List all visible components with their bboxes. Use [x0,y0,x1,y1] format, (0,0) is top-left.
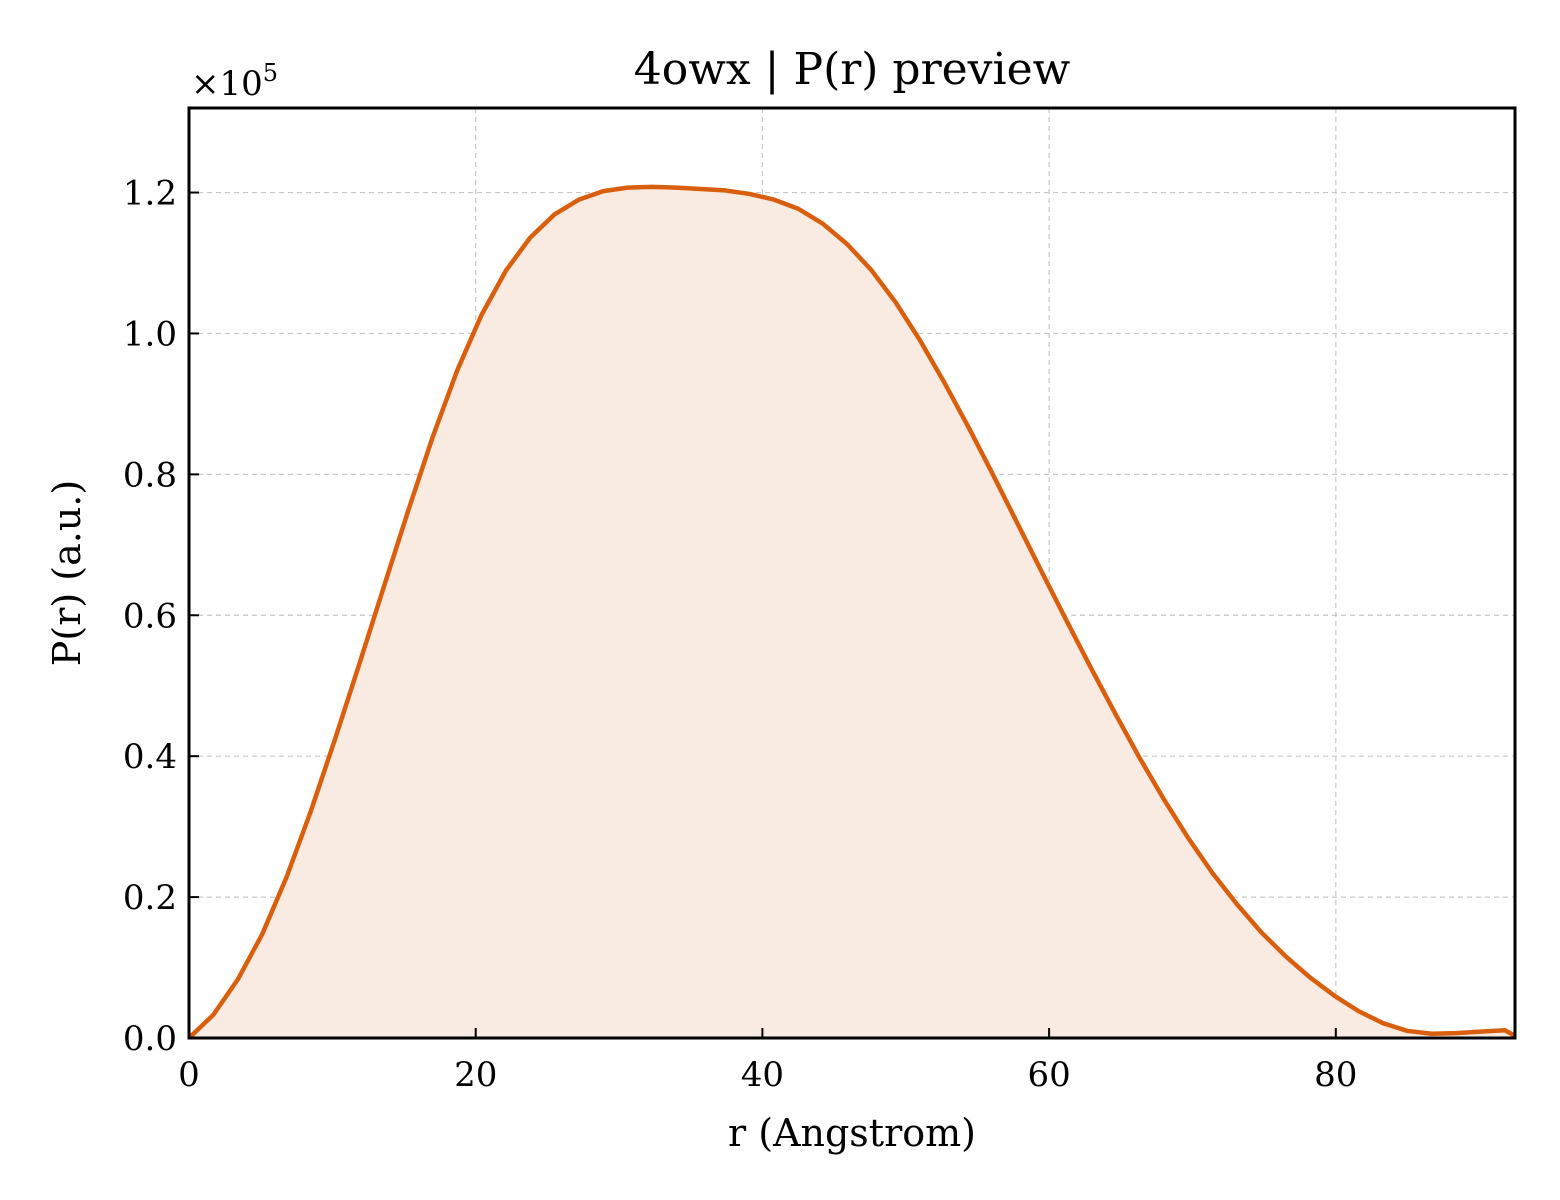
pr-area-fill [189,186,1515,1038]
y-tick-label: 1.2 [123,174,177,214]
y-multiplier-exponent: 5 [263,59,278,87]
x-tick-label: 60 [1027,1055,1070,1095]
x-tick-label: 80 [1314,1055,1357,1095]
plot-frame [187,106,1517,1040]
x-tick-label: 20 [454,1055,497,1095]
y-tick-label: 0.0 [123,1019,177,1059]
x-tick-label: 0 [178,1055,200,1095]
x-axis-label: r (Angstrom) [728,1111,976,1155]
y-tick-label: 0.4 [123,737,177,777]
chart-title: 4owx | P(r) preview [634,44,1071,95]
pr-series-line [187,184,1517,1040]
y-tick-label: 0.8 [123,455,177,495]
y-multiplier-label: ×105 [191,59,278,104]
y-tick-label: 1.0 [123,314,177,354]
y-multiplier-base: ×10 [191,64,263,104]
y-tick-label: 0.2 [123,878,177,918]
y-tick-label: 0.6 [123,596,177,636]
y-axis-label: P(r) (a.u.) [45,480,89,666]
x-tick-label: 40 [741,1055,784,1095]
